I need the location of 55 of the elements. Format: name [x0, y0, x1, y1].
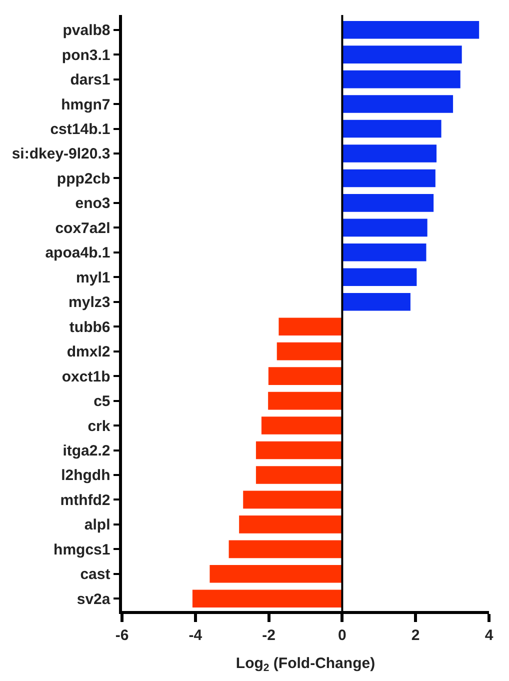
y-tick-label: crk	[88, 418, 111, 435]
y-tick-label: l2hgdh	[61, 467, 110, 484]
bar	[256, 466, 342, 484]
y-tick-label: dars1	[70, 72, 110, 89]
y-tick-label: mthfd2	[60, 492, 110, 509]
bar	[342, 20, 480, 39]
y-tick-label: cst14b.1	[50, 121, 110, 138]
bar	[192, 590, 342, 608]
y-tick-label: alpl	[84, 516, 110, 534]
x-tick-label: 2	[411, 626, 420, 644]
x-tick-label: -2	[262, 626, 276, 644]
bar	[342, 95, 454, 113]
y-tick-label: pon3.1	[62, 46, 110, 64]
bar	[239, 516, 342, 534]
y-tick-label: hmgcs1	[54, 541, 110, 558]
bar	[342, 268, 417, 286]
bar	[342, 292, 410, 311]
bar	[342, 120, 442, 138]
y-tick-label: eno3	[75, 195, 110, 212]
bar	[256, 441, 342, 460]
bar	[342, 70, 460, 88]
y-tick-label: oxct1b	[62, 368, 110, 386]
y-tick-label: pvalb8	[62, 22, 110, 40]
bar	[342, 169, 436, 188]
y-tick-label: cast	[80, 566, 110, 584]
bar	[268, 392, 342, 410]
bar	[342, 46, 462, 64]
y-tick-label: cox7a2l	[55, 220, 110, 237]
bar	[228, 540, 342, 558]
y-tick-label: tubb6	[69, 318, 110, 336]
y-tick-label: ppp2cb	[56, 170, 110, 188]
bar	[342, 244, 426, 262]
y-tick-label: sv2a	[76, 590, 111, 608]
y-tick-label: dmxl2	[66, 344, 110, 361]
bar	[243, 490, 342, 509]
y-tick-label: myl1	[76, 269, 110, 286]
bar	[342, 194, 434, 212]
y-tick-label: mylz3	[68, 294, 110, 312]
bar	[342, 218, 428, 237]
bar	[276, 342, 342, 360]
bar	[342, 144, 437, 162]
y-tick-label: si:dkey-9l20.3	[12, 146, 110, 163]
y-tick-label: apoa4b.1	[45, 244, 110, 262]
y-tick-label: c5	[94, 393, 110, 410]
y-tick-label: hmgn7	[61, 96, 110, 114]
bar	[278, 318, 342, 336]
x-tick-label: -6	[115, 626, 129, 644]
bar	[261, 416, 342, 434]
bar	[268, 367, 342, 385]
bar	[210, 565, 342, 583]
x-tick-label: 0	[338, 626, 346, 644]
x-tick-label: -4	[188, 626, 203, 644]
x-tick-label: 4	[484, 626, 494, 644]
x-axis-title: Log$_{2}$ (Fold-Change)	[236, 654, 376, 674]
y-tick-label: itga2.2	[62, 442, 110, 460]
